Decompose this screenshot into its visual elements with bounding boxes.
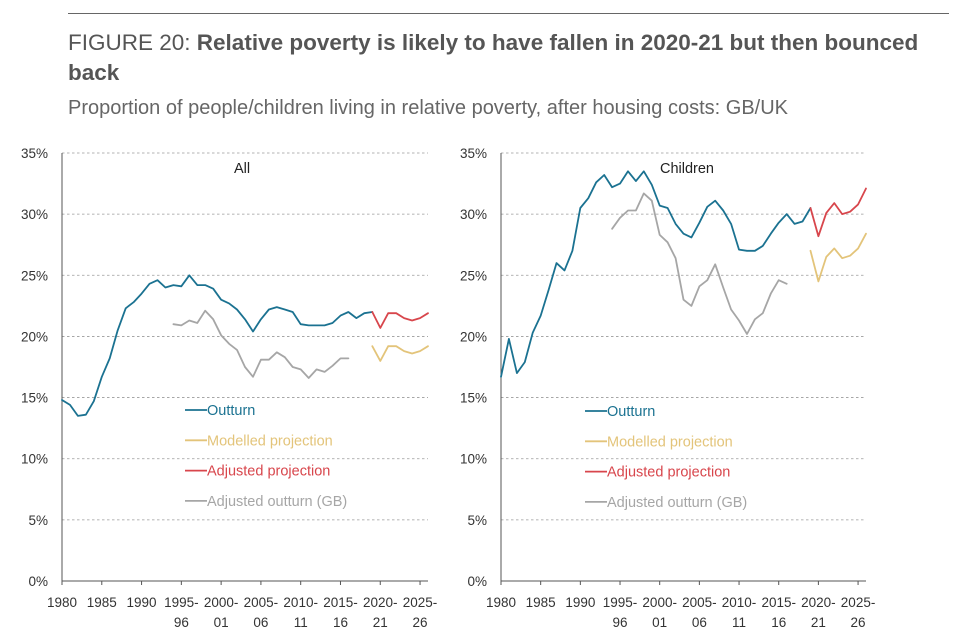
x-tick-label-2-children-4: 01	[652, 615, 667, 630]
series-line-children-modelled	[809, 232, 867, 283]
x-tick-label-children-1: 1985	[526, 595, 556, 610]
x-tick-label-all-8: 2020-	[363, 595, 398, 610]
y-tick-label-all-5: 25%	[21, 268, 48, 283]
x-tick-label-all-4: 2000-	[204, 595, 239, 610]
x-tick-label-2-children-6: 11	[732, 615, 746, 630]
legend-label-all-modelled: Modelled projection	[207, 433, 333, 449]
y-tick-label-all-3: 15%	[21, 391, 48, 406]
series-line-children-adjusted_outturn	[611, 192, 788, 335]
x-tick-label-2-children-7: 16	[771, 615, 786, 630]
x-tick-label-children-4: 2000-	[642, 595, 677, 610]
x-tick-label-2-all-3: 96	[174, 615, 189, 630]
y-tick-label-children-4: 20%	[460, 329, 487, 344]
figure-label: FIGURE 20:	[68, 30, 191, 55]
series-line-all-adjusted_outturn	[172, 309, 350, 379]
x-tick-label-children-7: 2015-	[761, 595, 796, 610]
x-tick-label-2-all-6: 11	[294, 615, 308, 630]
x-tick-label-all-2: 1990	[127, 595, 157, 610]
panel-title-children: Children	[660, 161, 714, 177]
y-tick-label-all-1: 5%	[28, 513, 48, 528]
x-tick-label-2-children-3: 96	[613, 615, 628, 630]
top-rule	[68, 13, 949, 14]
figure-subtitle: Proportion of people/children living in …	[68, 97, 788, 119]
figure-title: FIGURE 20: Relative poverty is likely to…	[68, 28, 953, 88]
x-tick-label-2-children-9: 26	[851, 615, 866, 630]
series-line-all-adjusted_projection	[371, 311, 429, 329]
series-line-all-outturn	[61, 274, 374, 417]
x-tick-label-2-all-5: 06	[253, 615, 268, 630]
y-tick-label-all-0: 0%	[28, 574, 48, 589]
y-tick-label-children-0: 0%	[467, 574, 487, 589]
x-tick-label-children-9: 2025-	[841, 595, 876, 610]
series-line-all-modelled	[371, 345, 429, 362]
legend-label-children-outturn: Outturn	[607, 404, 655, 420]
x-tick-label-all-9: 2025-	[403, 595, 438, 610]
legend-label-all-adjusted_projection: Adjusted projection	[207, 464, 330, 480]
y-tick-label-children-5: 25%	[460, 268, 487, 283]
series-line-children-outturn	[500, 170, 812, 378]
x-tick-label-children-2: 1990	[565, 595, 595, 610]
x-tick-label-2-all-7: 16	[333, 615, 348, 630]
legend-label-children-adjusted_outturn: Adjusted outturn (GB)	[607, 495, 747, 511]
x-tick-label-2-children-8: 21	[811, 615, 826, 630]
y-tick-label-children-7: 35%	[460, 146, 487, 161]
y-tick-label-children-3: 15%	[460, 391, 487, 406]
legend-label-all-adjusted_outturn: Adjusted outturn (GB)	[207, 494, 347, 510]
x-tick-label-all-1: 1985	[87, 595, 117, 610]
legend-label-all-outturn: Outturn	[207, 403, 255, 419]
y-tick-label-children-2: 10%	[460, 452, 487, 467]
x-tick-label-children-8: 2020-	[801, 595, 836, 610]
x-tick-label-all-7: 2015-	[323, 595, 358, 610]
figure-title-text: Relative poverty is likely to have falle…	[68, 30, 919, 85]
x-tick-label-all-0: 1980	[47, 595, 77, 610]
series-line-children-adjusted_projection	[809, 187, 867, 238]
x-tick-label-children-3: 1995-	[603, 595, 638, 610]
panel-title-all: All	[234, 161, 250, 177]
x-tick-label-children-6: 2010-	[722, 595, 757, 610]
x-tick-label-2-all-8: 21	[373, 615, 388, 630]
x-tick-label-2-all-4: 01	[214, 615, 229, 630]
x-tick-label-2-children-5: 06	[692, 615, 707, 630]
x-tick-label-all-6: 2010-	[283, 595, 318, 610]
y-tick-label-all-4: 20%	[21, 329, 48, 344]
x-tick-label-2-all-9: 26	[413, 615, 428, 630]
x-tick-label-all-5: 2005-	[244, 595, 279, 610]
x-tick-label-all-3: 1995-	[164, 595, 199, 610]
x-tick-label-children-5: 2005-	[682, 595, 717, 610]
legend-label-children-modelled: Modelled projection	[607, 434, 733, 450]
y-tick-label-all-6: 30%	[21, 207, 48, 222]
legend-label-children-adjusted_projection: Adjusted projection	[607, 465, 730, 481]
x-tick-label-children-0: 1980	[486, 595, 516, 610]
y-tick-label-children-1: 5%	[467, 513, 487, 528]
y-tick-label-children-6: 30%	[460, 207, 487, 222]
y-tick-label-all-2: 10%	[21, 452, 48, 467]
y-tick-label-all-7: 35%	[21, 146, 48, 161]
